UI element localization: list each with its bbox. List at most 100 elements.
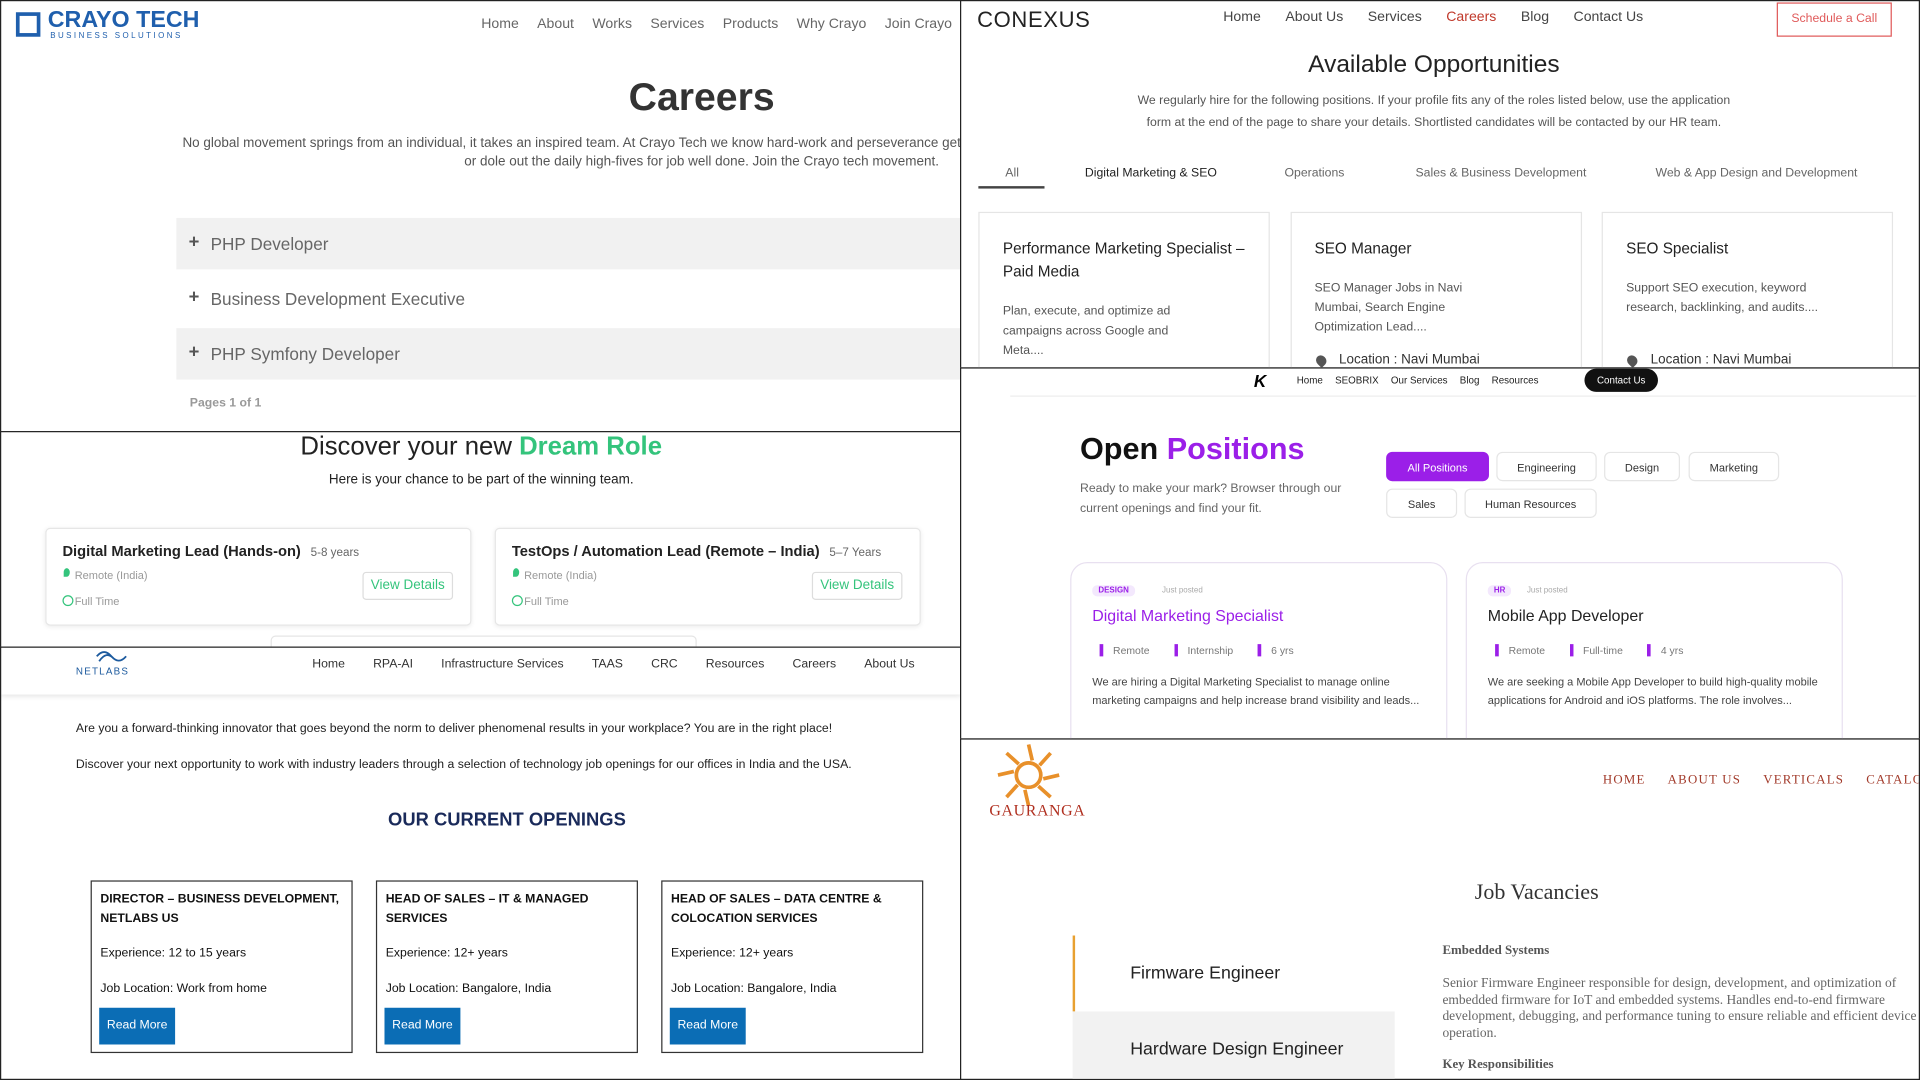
nav-link[interactable]: About Us [864, 657, 915, 672]
logo: CONEXUS [977, 7, 1091, 32]
nav-link[interactable]: Blog [1520, 9, 1550, 25]
nav-link[interactable]: Services [1367, 9, 1422, 25]
conexus-panel: CONEXUS Home About Us Services Careers Blog C… [960, 0, 1920, 369]
job-exp: 5-8 years [310, 546, 360, 560]
meta-item: 4 yrs [1640, 644, 1684, 656]
nav-link[interactable]: Careers [792, 657, 837, 672]
card-partial [270, 635, 697, 647]
read-more-button[interactable]: Read More [669, 1007, 746, 1045]
nav-link[interactable]: CRC [651, 657, 678, 672]
location: Location : Navi Mumbai [1338, 352, 1480, 368]
nav-link[interactable]: Home [481, 17, 519, 32]
nav-link[interactable]: Services [650, 17, 705, 32]
filter-pill[interactable]: All Positions [1386, 451, 1489, 482]
job-desc: Support SEO execution, keyword research,… [1626, 281, 1819, 315]
job-title: Performance Marketing Specialist – Paid … [1002, 240, 1245, 281]
nav-link[interactable]: ABOUT US [1667, 773, 1742, 788]
job-desc: Plan, execute, and optimize ad campaigns… [1002, 304, 1171, 358]
nav: Home SEOBRIX Our Services Blog Resources [1297, 375, 1539, 386]
pin-icon [513, 568, 520, 577]
nav-link[interactable]: About Us [1285, 9, 1344, 25]
meta-item: 6 yrs [1250, 644, 1294, 656]
nav-link[interactable]: Our Services [1390, 374, 1448, 386]
nav-link[interactable]: Resources [705, 657, 765, 672]
job-card [1070, 562, 1448, 739]
nav-link[interactable]: Home [1296, 374, 1323, 386]
nav-link[interactable]: CATALOGUE [1866, 773, 1919, 788]
nav-link[interactable]: SEOBRIX [1335, 374, 1379, 386]
filter-tab[interactable]: Sales & Business Development [1415, 166, 1587, 181]
contact-button[interactable]: Contact Us [1584, 368, 1658, 392]
title: Open Positions [1080, 432, 1305, 468]
filter-pill[interactable]: Human Resources [1464, 488, 1597, 518]
intro: or dole out the daily high-fives for job… [464, 154, 939, 169]
pin-icon [63, 568, 70, 577]
nav-link[interactable]: Why Crayo [796, 17, 867, 32]
heading: OUR CURRENT OPENINGS [388, 809, 626, 831]
nav-link[interactable]: HOME [1602, 773, 1646, 788]
tab-underline [978, 186, 1045, 189]
nav-link[interactable]: Resources [1491, 374, 1539, 386]
cta-button[interactable]: Schedule a Call [1776, 2, 1892, 37]
logo: GAURANGA [989, 800, 1086, 820]
job-card [90, 880, 353, 1054]
read-more-button[interactable]: Read More [99, 1007, 176, 1045]
filter-tab[interactable]: All [1005, 166, 1019, 181]
job-card [1290, 211, 1582, 368]
netlabs-panel: NETLABS Home RPA-AI Infrastructure Service… [0, 646, 962, 1080]
nav-link[interactable]: Contact Us [1573, 9, 1644, 25]
nav-link[interactable]: Home [1223, 9, 1261, 25]
filter-tab[interactable]: Web & App Design and Development [1655, 166, 1858, 181]
intro: form at the end of the page to share you… [1146, 116, 1722, 130]
job-title: HEAD OF SALES – IT & MANAGED SERVICES [385, 892, 589, 926]
read-more-button[interactable]: Read More [384, 1007, 461, 1045]
tag: DESIGN [1092, 585, 1136, 597]
accordion-row[interactable] [176, 273, 961, 325]
job-type: Full Time [74, 595, 120, 608]
job-meta: Remote Internship 6 yrs [1092, 644, 1294, 656]
job-title: Firmware Engineer [1130, 963, 1281, 984]
logo: NETLABS [75, 666, 130, 678]
accordion-row[interactable] [176, 217, 961, 270]
meta-item: Internship [1167, 644, 1233, 656]
plus-icon: + [188, 286, 200, 308]
intro: We regularly hire for the following posi… [1137, 94, 1731, 108]
nav-link[interactable]: RPA-AI [373, 657, 414, 672]
job-title: Business Development Executive [210, 288, 466, 309]
nav: Home About Us Services Careers Blog Contact U… [1223, 10, 1643, 25]
experience: Experience: 12 to 15 years [100, 946, 247, 961]
nav-link[interactable]: Infrastructure Services [441, 657, 564, 672]
filter-tab[interactable]: Operations [1284, 166, 1345, 181]
nav-link[interactable]: About [537, 17, 574, 32]
filter-pill[interactable]: Sales [1386, 488, 1458, 518]
job-item[interactable] [1072, 1011, 1395, 1079]
job-desc: SEO Manager Jobs in Navi Mumbai, Search … [1314, 281, 1463, 335]
job-item-active[interactable] [1072, 935, 1395, 1012]
clock-icon [511, 595, 523, 607]
crayo-panel: CRAYO TECH BUSINESS SOLUTIONS Home About W… [0, 0, 962, 433]
location: Remote (India) [74, 569, 148, 582]
nav-link[interactable]: VERTICALS [1763, 773, 1845, 788]
plus-icon: + [188, 341, 200, 363]
job-meta: Remote Full-time 4 yrs [1488, 644, 1684, 656]
filter-pill[interactable]: Design [1604, 451, 1681, 482]
job-type: Full Time [524, 595, 569, 608]
nav-link[interactable]: TAAS [591, 657, 623, 672]
accordion-row[interactable] [176, 328, 961, 380]
nav-link[interactable]: Blog [1459, 374, 1480, 386]
nav-link[interactable]: Products [722, 17, 779, 32]
filter-pill[interactable]: Marketing [1688, 451, 1780, 482]
view-button[interactable]: View Details [811, 571, 903, 601]
nav-link[interactable]: Join Crayo [884, 17, 953, 32]
nav-link[interactable]: Works [592, 17, 632, 32]
nav-link[interactable]: Careers [1446, 9, 1497, 25]
filter-tab[interactable]: Digital Marketing & SEO [1084, 166, 1217, 181]
nav-link[interactable]: Home [312, 657, 345, 672]
title: Job Vacancies [1474, 879, 1599, 904]
job-title: SEO Manager [1314, 240, 1412, 258]
filter-pill[interactable]: Engineering [1496, 451, 1597, 482]
view-button[interactable]: View Details [362, 571, 454, 601]
job-title: HEAD OF SALES – DATA CENTRE & COLOCATION… [671, 892, 882, 926]
